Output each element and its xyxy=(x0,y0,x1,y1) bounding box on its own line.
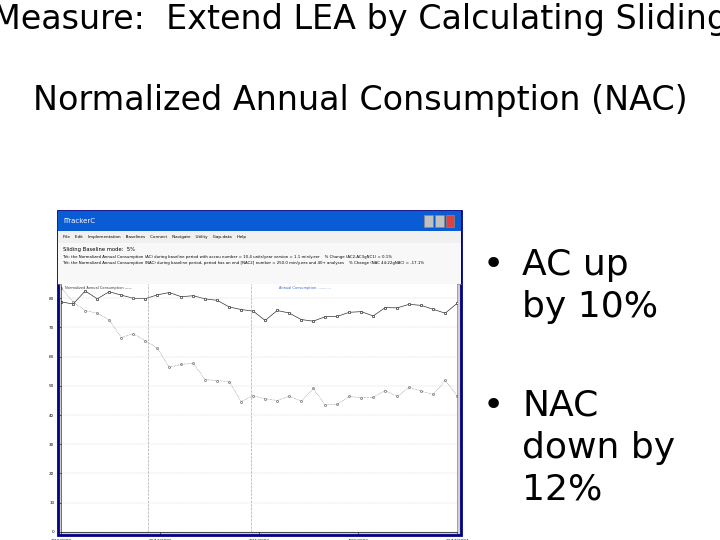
Bar xyxy=(58,211,461,535)
Text: ITrackerC: ITrackerC xyxy=(63,218,95,224)
Bar xyxy=(61,284,457,532)
Text: Measure:  Extend LEA by Calculating Sliding: Measure: Extend LEA by Calculating Slidi… xyxy=(0,3,720,36)
Bar xyxy=(446,215,454,227)
Text: AC up
by 10%: AC up by 10% xyxy=(522,248,658,325)
Bar xyxy=(58,231,461,243)
Text: Trk: the Normalized Annual Consumption (NAC) during baseline period, period has : Trk: the Normalized Annual Consumption (… xyxy=(63,261,425,265)
Bar xyxy=(435,215,444,227)
Text: NAC
down by
12%: NAC down by 12% xyxy=(522,389,675,507)
Text: File    Edit    Implementation    Baselines    Connect    Navigate    Utility   : File Edit Implementation Baselines Conne… xyxy=(63,235,246,239)
Text: •: • xyxy=(482,248,504,282)
Text: Normalized Annual Consumption (NAC): Normalized Annual Consumption (NAC) xyxy=(32,84,688,117)
Text: •: • xyxy=(482,389,504,423)
Bar xyxy=(58,211,461,231)
Bar xyxy=(424,215,433,227)
Bar xyxy=(58,243,461,284)
Text: Trk: the Normalized Annual Consumption (AC) during baseline period with accou nu: Trk: the Normalized Annual Consumption (… xyxy=(63,255,392,259)
Text: Sliding Baseline mode:  5%: Sliding Baseline mode: 5% xyxy=(63,247,135,252)
